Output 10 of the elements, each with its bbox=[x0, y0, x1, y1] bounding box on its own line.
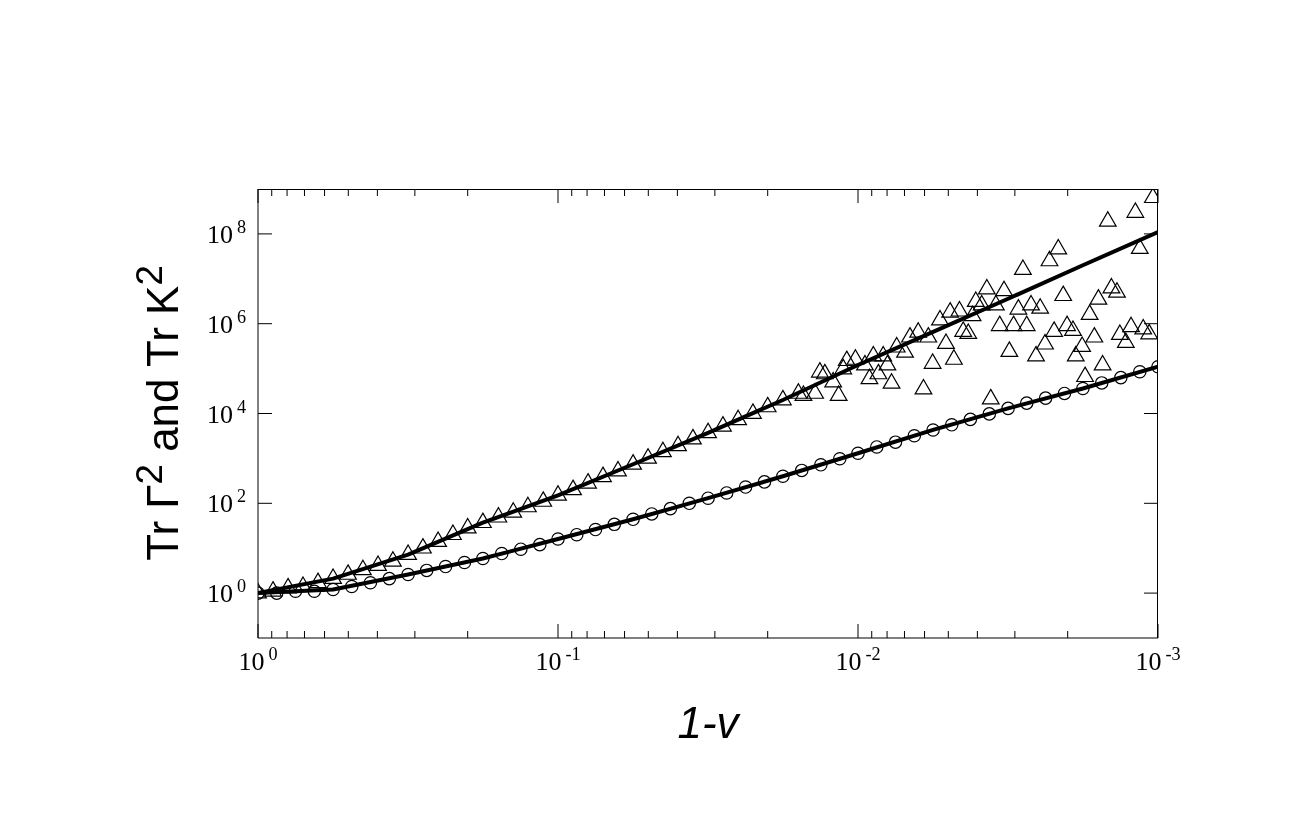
y-tick-label: 10$^{2}$ bbox=[206, 486, 246, 519]
y-tick-label: 10$^{4}$ bbox=[206, 396, 246, 429]
y-tick-label: 10$^{6}$ bbox=[206, 306, 246, 339]
x-tick-label: 10$^{-1}$ bbox=[535, 644, 581, 676]
x-tick-label: 10$^{-3}$ bbox=[1135, 644, 1181, 676]
y-tick-label: 10$^{0}$ bbox=[206, 576, 246, 609]
x-tick-label: 10$^{-2}$ bbox=[835, 644, 881, 676]
x-axis-title: 1-v bbox=[676, 698, 742, 748]
y-tick-label: 10$^{8}$ bbox=[206, 216, 246, 249]
x-tick-label: 10$^{0}$ bbox=[238, 644, 278, 676]
